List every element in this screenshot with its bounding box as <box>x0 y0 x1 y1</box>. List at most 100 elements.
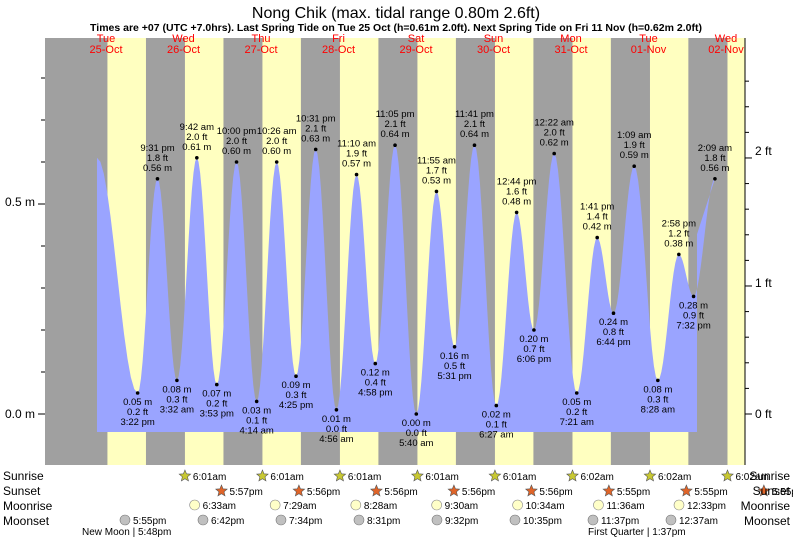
extreme-point-dot <box>595 235 599 240</box>
extreme-label: 2.0 ft <box>226 136 247 147</box>
extreme-label: 1.9 ft <box>346 149 367 160</box>
extreme-label: 0.01 m <box>322 414 351 425</box>
extreme-label: 0.7 ft <box>523 344 544 355</box>
day-of-week-label: Sat <box>408 33 425 45</box>
y-tick-label-0-0m: 0.0 m <box>5 407 35 421</box>
new-moon-label: New Moon | 5:48pm <box>82 527 171 538</box>
extreme-label: 0.1 ft <box>486 420 507 431</box>
sunset-time: 5:56pm <box>384 487 417 498</box>
extreme-point-dot <box>195 156 199 160</box>
date-label: 25-Oct <box>89 44 122 56</box>
sunrise-star-icon <box>566 469 579 482</box>
extreme-point-dot <box>656 378 660 383</box>
sunrise-time: 6:01am <box>193 472 226 483</box>
extreme-label: 0.09 m <box>281 380 310 391</box>
sunrise-time: 6:01am <box>270 472 303 483</box>
day-of-week-label: Tue <box>97 33 116 45</box>
moonrise-time: 9:30am <box>445 501 478 512</box>
extreme-label: 10:26 am <box>257 126 297 137</box>
day-of-week-label: Thu <box>252 33 271 45</box>
extreme-label: 0.9 ft <box>683 310 704 321</box>
sunrise-time: 6:02am <box>735 472 768 483</box>
day-of-week-label: Wed <box>715 33 737 45</box>
moonset-icon <box>197 514 209 526</box>
extreme-label: 7:21 am <box>560 417 594 428</box>
sunrise-time: 6:02am <box>658 472 691 483</box>
extreme-label: 0.2 ft <box>206 399 227 410</box>
moonrise-time: 8:28am <box>364 501 397 512</box>
moonrise-time: 6:33am <box>203 501 236 512</box>
extreme-label: 0.61 m <box>182 142 211 153</box>
extreme-label: 2.0 ft <box>544 128 565 139</box>
sunrise-star-icon <box>333 469 347 482</box>
date-label: 31-Oct <box>554 44 587 56</box>
extreme-label: 2.1 ft <box>384 119 405 130</box>
extreme-label: 1.4 ft <box>587 212 608 223</box>
moonrise-icon <box>512 499 523 511</box>
extreme-label: 1.7 ft <box>426 165 447 176</box>
extreme-label: 1:09 am <box>617 130 651 141</box>
extreme-label: 0.59 m <box>620 150 649 161</box>
day-header: Tue25-OctWed26-OctThu27-OctFri28-OctSat2… <box>89 33 744 56</box>
sunrise-time: 6:01am <box>503 472 536 483</box>
extreme-label: 4:58 pm <box>358 388 392 399</box>
extreme-label: 0.0 ft <box>406 428 427 439</box>
moonrise-row-label-right: Moonrise <box>741 499 791 513</box>
extreme-label: 2.1 ft <box>464 119 485 130</box>
extreme-label: 0.5 ft <box>444 361 465 372</box>
sunrise-time: 6:01am <box>425 472 458 483</box>
sunset-star-icon <box>757 484 771 497</box>
moonset-row-label-left: Moonset <box>3 514 50 528</box>
moonrise-icon <box>431 499 442 511</box>
moonrise-row-label-left: Moonrise <box>3 499 53 513</box>
moonrise-icon <box>189 499 200 511</box>
extreme-label: 7:32 pm <box>676 320 710 331</box>
extreme-label: 4:56 am <box>319 434 353 445</box>
extreme-label: 3:32 am <box>160 404 194 415</box>
extreme-point-dot <box>514 210 519 215</box>
extreme-point-dot <box>632 164 637 168</box>
extreme-label: 0.16 m <box>440 351 469 362</box>
extreme-label: 1.9 ft <box>624 140 645 151</box>
moonset-time: 11:37pm <box>601 516 639 527</box>
extreme-label: 11:55 am <box>417 155 456 166</box>
extreme-point-dot <box>494 403 499 408</box>
extreme-point-dot <box>135 391 140 395</box>
extreme-label: 0.08 m <box>162 384 191 395</box>
sunset-star-icon <box>602 484 616 497</box>
moonset-icon <box>509 514 521 526</box>
extreme-point-dot <box>354 172 359 177</box>
extreme-point-dot <box>574 391 579 395</box>
extreme-point-dot <box>294 374 298 379</box>
extreme-point-dot <box>472 143 477 147</box>
extreme-label: 0.08 m <box>643 384 672 395</box>
sunrise-star-icon <box>410 469 424 482</box>
day-of-week-label: Wed <box>172 33 194 45</box>
moonset-time: 8:31pm <box>367 516 400 527</box>
extreme-label: 9:31 pm <box>140 143 174 154</box>
extreme-label: 1.8 ft <box>704 153 725 164</box>
moonset-time: 7:34pm <box>289 516 322 527</box>
moonset-time: 5:55pm <box>133 516 166 527</box>
moonset-time: 9:32pm <box>445 516 478 527</box>
y-right-tick-label-0ft: 0 ft <box>755 407 772 421</box>
day-of-week-label: Tue <box>639 33 658 45</box>
sunset-star-icon <box>215 484 228 497</box>
extreme-label: 0.2 ft <box>566 407 587 418</box>
chart-subtitle: Times are +07 (UTC +7.0hrs). Last Spring… <box>90 22 702 34</box>
extreme-label: 5:40 am <box>399 438 433 449</box>
extreme-label: 0.03 m <box>242 405 271 416</box>
extreme-label: 0.28 m <box>679 300 708 311</box>
moonset-icon <box>431 514 443 526</box>
extreme-label: 0.3 ft <box>166 394 187 405</box>
extreme-label: 2:58 pm <box>662 218 696 229</box>
moonrise-icon <box>269 499 281 511</box>
extreme-label: 1.2 ft <box>668 228 689 239</box>
extreme-point-dot <box>677 252 681 257</box>
extreme-label: 2.1 ft <box>305 123 326 134</box>
extreme-point-dot <box>175 378 179 383</box>
sunset-star-icon <box>292 484 306 497</box>
extreme-label: 0.38 m <box>664 238 693 249</box>
extreme-label: 0.3 ft <box>285 390 306 401</box>
extreme-label: 10:00 pm <box>217 126 257 137</box>
